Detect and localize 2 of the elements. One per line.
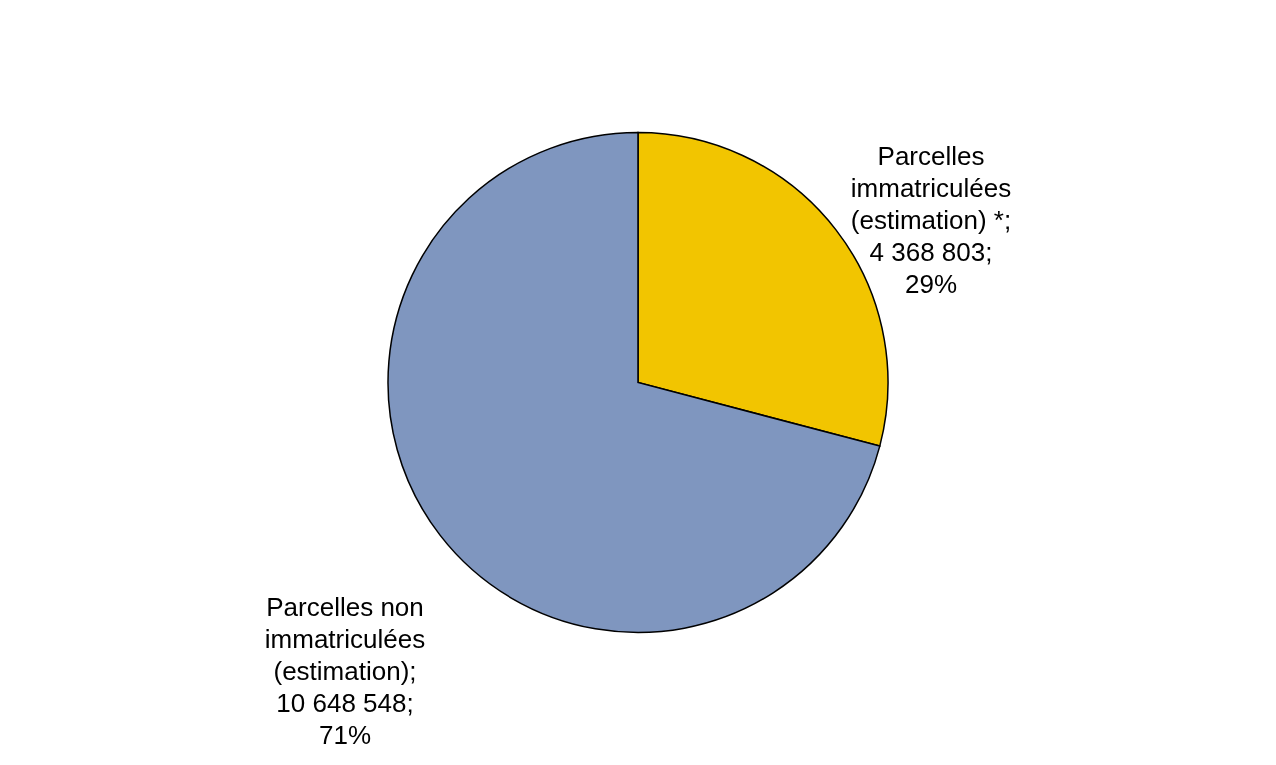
slice-label: Parcelles non immatriculées (estimation); 10 648 548; 71% [264, 592, 426, 751]
slice-label: Parcelles immatriculées (estimation) *; 4 368 803; 29% [850, 140, 1012, 299]
